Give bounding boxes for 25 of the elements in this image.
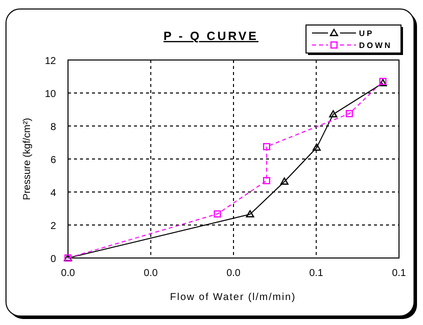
point	[312, 144, 321, 151]
legend-label: UP	[359, 29, 374, 38]
y-tick-label: 0	[50, 254, 56, 265]
legend-label: DOWN	[359, 41, 392, 50]
x-tick-label: 0.0	[61, 268, 76, 279]
point	[263, 143, 270, 150]
point	[214, 210, 221, 218]
x-tick-label: 0.0	[144, 268, 158, 279]
point	[246, 210, 254, 218]
point	[329, 110, 338, 118]
y-tick-label: 6	[50, 155, 56, 166]
y-axis-title: Pressure (kgf/cm²)	[22, 118, 33, 200]
y-tick-label: 10	[44, 89, 56, 100]
y-tick-label: 8	[50, 122, 56, 133]
point	[280, 178, 288, 185]
point	[263, 177, 270, 184]
x-tick-label: 0.1	[309, 268, 324, 279]
x-tick-label: 0.0	[226, 268, 241, 279]
chart-title: P - Q CURVE	[164, 29, 258, 43]
point	[346, 110, 353, 118]
x-axis-title: Flow of Water (l/m/min)	[170, 292, 296, 303]
y-tick-label: 2	[50, 221, 56, 232]
y-tick-label: 4	[50, 188, 56, 199]
x-tick-label: 0.1	[392, 268, 406, 279]
y-tick-label: 12	[44, 56, 56, 67]
